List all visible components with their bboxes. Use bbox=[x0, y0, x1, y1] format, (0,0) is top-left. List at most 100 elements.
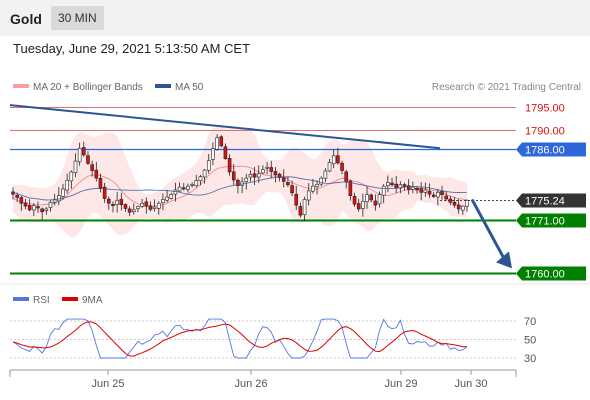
candle bbox=[256, 165, 261, 183]
candle bbox=[365, 186, 369, 209]
candle bbox=[65, 173, 69, 194]
rsi-tick-label: 70 bbox=[524, 316, 536, 328]
descending-trendline bbox=[9, 104, 441, 150]
x-tick-label: Jun 30 bbox=[454, 378, 487, 390]
candle bbox=[127, 206, 132, 217]
candle bbox=[252, 166, 257, 186]
candle bbox=[361, 193, 365, 217]
candle bbox=[177, 182, 182, 193]
candle bbox=[415, 186, 419, 194]
candle bbox=[294, 185, 299, 211]
credit-text: Research © 2021 Trading Central bbox=[432, 82, 581, 93]
candle bbox=[465, 199, 469, 212]
candle bbox=[331, 149, 336, 169]
candle bbox=[215, 134, 219, 151]
candle bbox=[340, 160, 344, 175]
bollinger-legend-label: MA 20 + Bollinger Bands bbox=[33, 82, 143, 93]
level-label-box bbox=[516, 142, 586, 157]
candle bbox=[19, 195, 24, 211]
rsi-legend-label: RSI bbox=[33, 295, 50, 306]
price-level-labels: 1795.00 1790.00 1786.00 1775.24 1771.00 1760.… bbox=[516, 103, 586, 281]
candle bbox=[298, 202, 303, 218]
candle bbox=[269, 160, 274, 179]
candle bbox=[394, 175, 398, 194]
rsi-panel: 30 50 70 bbox=[10, 316, 536, 365]
candle bbox=[248, 170, 253, 182]
level-label-box bbox=[516, 266, 586, 281]
candle bbox=[15, 192, 19, 202]
candle bbox=[444, 191, 448, 202]
candle bbox=[94, 161, 99, 182]
ma50-legend-swatch bbox=[155, 84, 171, 88]
candle bbox=[452, 196, 457, 208]
candle bbox=[286, 176, 290, 187]
candle bbox=[423, 182, 428, 197]
candle bbox=[440, 185, 444, 200]
candle bbox=[27, 199, 32, 212]
candle bbox=[390, 177, 394, 187]
rsi-line bbox=[12, 318, 468, 359]
candle bbox=[90, 160, 94, 177]
candle bbox=[86, 151, 90, 166]
candle bbox=[144, 197, 149, 214]
candle bbox=[290, 180, 294, 197]
level-label-current: 1775.24 bbox=[525, 196, 565, 208]
candle bbox=[319, 176, 324, 187]
candle bbox=[202, 169, 207, 184]
candle bbox=[419, 182, 423, 201]
ma50-legend-label: MA 50 bbox=[175, 82, 204, 93]
x-tick-label: Jun 29 bbox=[384, 378, 417, 390]
candle bbox=[273, 167, 278, 183]
candle bbox=[211, 142, 215, 166]
bollinger-band-area bbox=[13, 127, 467, 238]
candle bbox=[327, 159, 332, 173]
candle bbox=[373, 194, 378, 211]
candle bbox=[306, 183, 311, 206]
bollinger-mid-line bbox=[12, 165, 468, 207]
candle bbox=[244, 173, 249, 190]
candle bbox=[156, 201, 161, 215]
candle bbox=[377, 191, 382, 208]
bollinger-band bbox=[12, 127, 468, 238]
level-label-box bbox=[516, 193, 586, 208]
candle bbox=[82, 141, 86, 157]
candle bbox=[136, 205, 140, 213]
candle bbox=[381, 184, 386, 204]
candle bbox=[36, 201, 40, 213]
x-tick-label: Jun 26 bbox=[234, 378, 267, 390]
forecast-arrow-head bbox=[496, 251, 512, 269]
candle bbox=[431, 192, 436, 198]
candle bbox=[198, 174, 203, 186]
rsi-tick-label: 50 bbox=[524, 335, 536, 347]
candle bbox=[265, 162, 269, 175]
candle bbox=[323, 168, 328, 183]
bollinger-legend-swatch bbox=[13, 84, 29, 88]
candle bbox=[448, 195, 453, 206]
rsi-ma-legend-swatch bbox=[62, 297, 78, 301]
level-label-resistance: 1790.00 bbox=[525, 126, 565, 138]
ma50-line bbox=[12, 176, 467, 201]
candle bbox=[169, 192, 174, 200]
candle bbox=[131, 203, 136, 215]
rsi-ma-legend-label: 9MA bbox=[82, 295, 103, 306]
candle bbox=[194, 174, 199, 188]
candle bbox=[165, 189, 169, 203]
candle bbox=[281, 169, 286, 188]
candle bbox=[315, 180, 319, 195]
candle bbox=[32, 202, 36, 216]
candle bbox=[261, 165, 265, 175]
candle bbox=[436, 188, 440, 206]
rsi-ma-line bbox=[12, 321, 467, 357]
candle bbox=[69, 170, 74, 189]
candle bbox=[106, 196, 111, 210]
candlesticks bbox=[11, 134, 469, 222]
level-label-support: 1760.00 bbox=[525, 269, 565, 281]
candle bbox=[223, 143, 228, 160]
candle bbox=[61, 183, 65, 200]
candle bbox=[48, 199, 53, 212]
timeframe-button[interactable]: 30 MIN bbox=[51, 6, 104, 30]
candle bbox=[119, 192, 124, 211]
candle bbox=[148, 201, 153, 212]
candle bbox=[386, 175, 390, 193]
candle bbox=[411, 181, 415, 194]
